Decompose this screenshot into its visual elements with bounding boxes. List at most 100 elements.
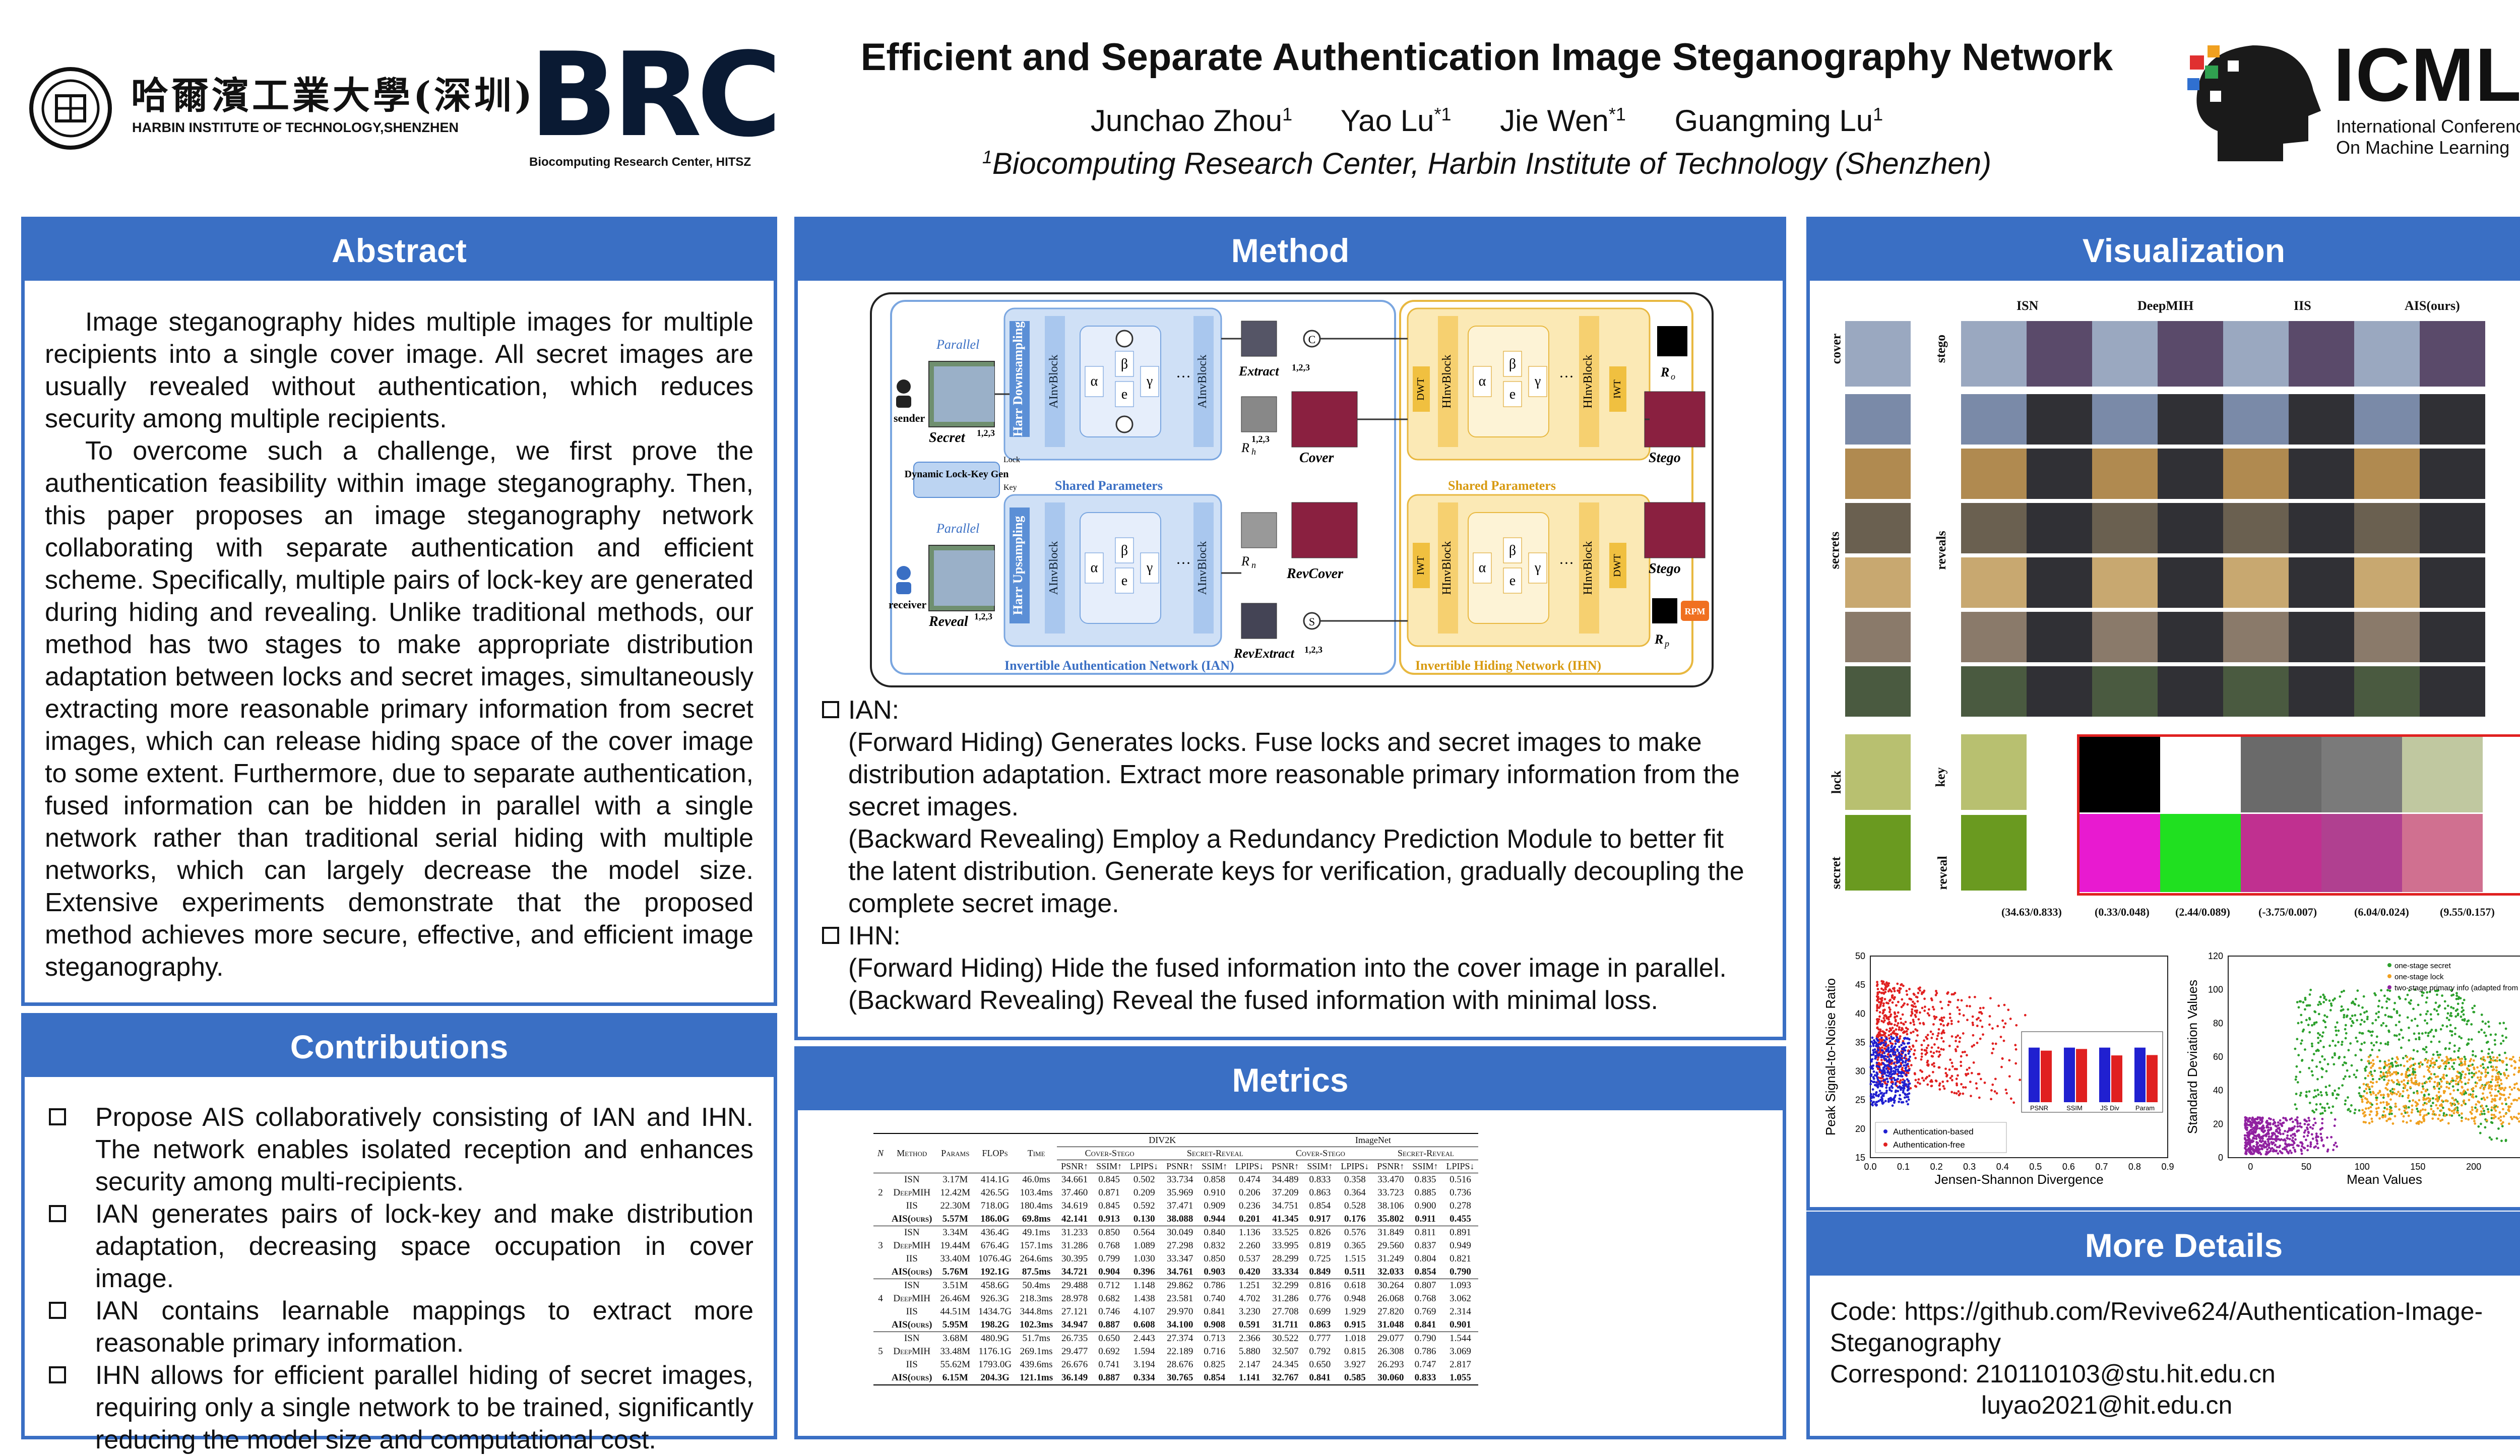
secret-image xyxy=(1845,557,1911,608)
svg-text:···: ··· xyxy=(1176,555,1191,572)
data-point xyxy=(2365,1107,2367,1110)
data-point xyxy=(2353,1073,2356,1076)
table-cell: 0.871 xyxy=(1098,1187,1120,1198)
email-link[interactable]: 210110103@stu.hit.edu.cn xyxy=(1976,1360,2276,1388)
table-cell: 26.308 xyxy=(1377,1346,1404,1357)
data-point xyxy=(1938,1082,1941,1085)
data-point xyxy=(1908,1058,1911,1060)
svg-text:AInvBlock: AInvBlock xyxy=(1047,541,1060,595)
reveal-residual-image xyxy=(2027,503,2092,553)
data-point xyxy=(2490,1094,2493,1097)
table-cell: 5.95M xyxy=(942,1319,968,1330)
data-point xyxy=(2356,1069,2359,1072)
data-point xyxy=(2503,1074,2506,1077)
data-point xyxy=(2475,1103,2478,1106)
data-point xyxy=(1971,1021,1974,1024)
data-point xyxy=(2393,1001,2397,1004)
data-point xyxy=(2360,1043,2363,1045)
data-point xyxy=(2321,1068,2324,1070)
data-point xyxy=(1950,993,1954,996)
data-point xyxy=(2375,1107,2378,1110)
table-cell: 0.821 xyxy=(1450,1253,1471,1264)
data-point xyxy=(1900,1055,1903,1058)
data-point xyxy=(1886,1071,1889,1074)
data-point xyxy=(2335,1034,2338,1037)
table-cell: 436.4G xyxy=(980,1227,1010,1238)
inset-bar xyxy=(2147,1055,2158,1102)
data-point xyxy=(2289,1118,2292,1121)
table-cell: 264.6ms xyxy=(1020,1253,1053,1264)
data-point xyxy=(2452,1089,2455,1092)
data-point xyxy=(2470,1038,2473,1041)
data-point xyxy=(2468,1064,2470,1067)
sub-secret-reveal: Secret-Reveal xyxy=(1373,1147,1479,1160)
data-point xyxy=(2321,1055,2324,1058)
data-point xyxy=(1879,1092,1882,1095)
data-point xyxy=(2421,1063,2424,1066)
hit-logo-cn: 哈爾濱工業大學(深圳) xyxy=(131,74,536,117)
data-point xyxy=(2421,1032,2424,1035)
svg-text:1,2,3: 1,2,3 xyxy=(1292,362,1310,372)
data-point xyxy=(2496,1081,2499,1084)
data-point xyxy=(1920,1052,1923,1055)
data-point xyxy=(1912,1021,1915,1023)
data-point xyxy=(1896,1015,1899,1018)
data-point xyxy=(1912,1030,1915,1033)
data-point xyxy=(2493,1107,2496,1110)
contribution-item: IAN contains learnable mappings to extra… xyxy=(45,1295,753,1359)
data-point xyxy=(2480,1085,2483,1087)
data-point xyxy=(2313,1117,2316,1120)
data-point xyxy=(2244,1122,2247,1124)
data-point xyxy=(2471,1117,2473,1120)
data-point xyxy=(2445,1074,2448,1077)
data-point xyxy=(2472,1010,2475,1014)
data-point xyxy=(2301,1039,2303,1042)
data-point xyxy=(2381,1115,2384,1118)
data-point xyxy=(2300,1014,2303,1017)
data-point xyxy=(2460,1104,2463,1107)
data-point xyxy=(2471,1006,2474,1009)
data-point xyxy=(2388,1108,2391,1111)
data-point xyxy=(2364,1069,2367,1072)
contributions-list: Propose AIS collaboratively consisting o… xyxy=(45,1101,753,1456)
data-point xyxy=(1913,1002,1916,1005)
data-point xyxy=(1889,1042,1893,1045)
data-point xyxy=(2302,1146,2305,1149)
svg-text:R: R xyxy=(1654,632,1663,647)
data-point xyxy=(2451,1058,2454,1061)
data-point xyxy=(2443,1000,2446,1003)
reveal-residual-image xyxy=(2420,557,2485,608)
svg-text:β: β xyxy=(1121,356,1128,372)
data-point xyxy=(2322,993,2325,996)
data-point xyxy=(2461,1010,2463,1014)
data-point xyxy=(1875,1084,1878,1087)
data-point xyxy=(1877,1035,1879,1038)
data-point xyxy=(1930,997,1933,1000)
data-point xyxy=(2479,1113,2482,1116)
data-point xyxy=(2442,1073,2445,1077)
data-point xyxy=(1897,1078,1899,1081)
data-point xyxy=(2367,1030,2370,1033)
data-point xyxy=(2504,1027,2507,1030)
data-point xyxy=(2439,1065,2442,1067)
table-cell: 1.544 xyxy=(1450,1333,1471,1344)
data-point xyxy=(2440,1109,2443,1112)
data-point xyxy=(1928,1014,1931,1017)
data-point xyxy=(2509,1116,2512,1118)
data-point xyxy=(1957,998,1960,1001)
table-cell: 0.769 xyxy=(1414,1306,1436,1317)
data-point xyxy=(2498,1054,2501,1056)
code-link[interactable]: Code: https://github.com/Revive624/Authe… xyxy=(1830,1297,2483,1357)
data-point xyxy=(2430,1104,2433,1107)
data-point xyxy=(2300,1042,2302,1045)
secret-image xyxy=(1845,394,1911,445)
data-point xyxy=(2476,1076,2479,1079)
data-point xyxy=(2507,1096,2510,1099)
data-point xyxy=(2384,1042,2387,1045)
email-link[interactable]: luyao2021@hit.edu.cn xyxy=(1981,1391,2233,1419)
data-point xyxy=(1944,1071,1947,1074)
table-cell: 3.51M xyxy=(942,1280,968,1291)
data-point xyxy=(2425,1089,2428,1092)
data-point xyxy=(2495,1137,2498,1140)
table-cell: 718.0G xyxy=(980,1200,1010,1211)
